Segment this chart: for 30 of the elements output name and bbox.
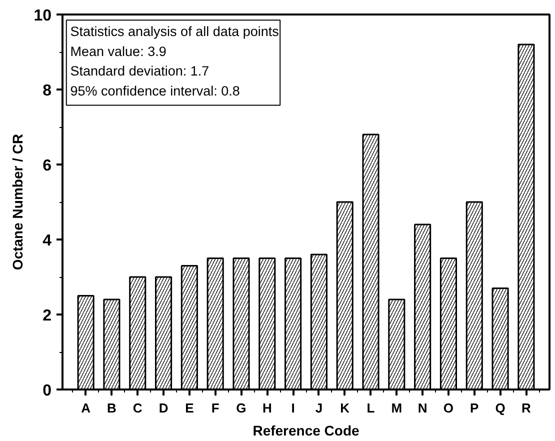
x-tick-label: M (391, 400, 402, 416)
x-tick-label: A (81, 400, 92, 416)
y-tick-label: 6 (42, 158, 52, 174)
x-tick-label: N (418, 400, 428, 416)
y-tick-label: 4 (42, 232, 52, 250)
y-tick-label: 10 (34, 8, 52, 24)
x-tick-label: O (443, 400, 454, 416)
y-tick-label: 2 (42, 308, 52, 324)
x-tick-label: K (340, 400, 350, 416)
x-tick-label: I (291, 400, 295, 416)
x-tick-label: C (132, 400, 143, 416)
x-tick-label: J (315, 400, 323, 416)
x-tick-label: E (185, 400, 194, 416)
x-tick-label: D (158, 400, 168, 416)
annotation: Statistics analysis of all data points (70, 24, 280, 39)
x-tick-label: L (366, 400, 375, 416)
x-tick-label: Q (495, 400, 506, 416)
x-tick-label: H (262, 400, 272, 416)
x-tick-label: B (107, 400, 116, 416)
y-tick-label: 8 (42, 82, 52, 100)
y-axis-title: Octane Number / CR (10, 134, 26, 270)
annotation: Mean value: 3.9 (70, 44, 166, 59)
x-tick-label: F (211, 400, 220, 416)
y-tick-label: 0 (42, 382, 52, 400)
x-tick-label: G (236, 400, 246, 416)
x-axis-title: Reference Code (252, 422, 360, 438)
annotation: Standard deviation: 1.7 (70, 64, 210, 79)
annotation: 95% confidence interval: 0.8 (70, 84, 240, 98)
x-tick-label: P (470, 400, 480, 416)
x-tick-label: R (521, 400, 532, 416)
